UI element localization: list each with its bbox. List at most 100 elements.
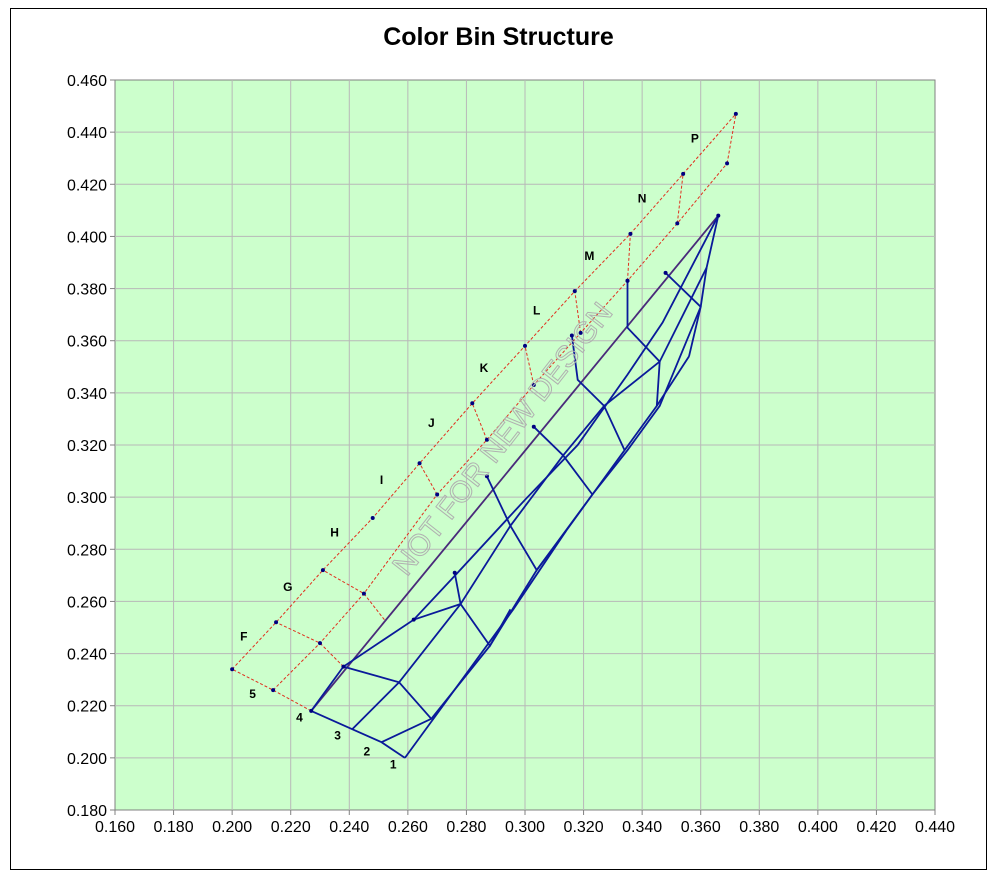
- bin-corner-point: [411, 617, 416, 622]
- bin-row-6-line: [231, 113, 737, 670]
- bin-label-2: 2: [364, 744, 371, 758]
- x-tick-label: 0.420: [856, 819, 896, 836]
- bin-column-dashed-5: [524, 345, 535, 386]
- y-tick-label: 0.280: [67, 542, 107, 559]
- x-tick-label: 0.280: [446, 819, 486, 836]
- x-tick-label: 0.200: [212, 819, 252, 836]
- bin-label-3: 3: [334, 729, 341, 743]
- bin-column-solid-2: [413, 603, 461, 621]
- bin-column-dashed-4: [471, 403, 488, 440]
- y-tick-label: 0.440: [67, 125, 107, 142]
- bin-corner-point: [361, 591, 366, 596]
- y-tick-label: 0.200: [67, 751, 107, 768]
- bin-corner-point: [452, 570, 457, 575]
- chart-title: Color Bin Structure: [383, 23, 614, 51]
- bin-corner-point: [309, 708, 314, 713]
- bin-corner-point: [531, 383, 536, 388]
- bin-label-F: F: [240, 630, 247, 644]
- bin-row-3-line: [351, 267, 708, 730]
- bin-corner-point: [675, 221, 680, 226]
- bin-column-dashed-3: [419, 463, 438, 495]
- bin-column-solid-1: [343, 665, 432, 720]
- bin-corner-point: [230, 667, 235, 672]
- bin-label-K: K: [480, 361, 489, 375]
- bin-corner-point: [716, 213, 721, 218]
- bin-column-dashed-7: [627, 233, 631, 281]
- bin-column-dashed-1: [275, 621, 344, 667]
- bin-corner-point: [341, 664, 346, 669]
- bin-label-L: L: [533, 304, 540, 318]
- x-tick-label: 0.320: [564, 819, 604, 836]
- bin-corner-point: [725, 161, 730, 166]
- bin-row-4-line: [310, 215, 720, 712]
- bin-column-solid-6: [571, 335, 626, 451]
- diagonal-line: [310, 215, 719, 712]
- bin-label-5: 5: [249, 687, 256, 701]
- bin-corner-point: [681, 171, 686, 176]
- x-tick-label: 0.340: [622, 819, 662, 836]
- bin-corner-point: [578, 330, 583, 335]
- bin-corner-point: [417, 461, 422, 466]
- bin-corner-point: [628, 231, 633, 236]
- bin-corner-point: [318, 641, 322, 646]
- y-tick-label: 0.300: [67, 490, 107, 507]
- bin-label-N: N: [638, 192, 647, 206]
- bin-column-dashed-6: [574, 291, 582, 333]
- y-tick-label: 0.340: [67, 386, 107, 403]
- bin-corner-point: [435, 492, 440, 497]
- bin-column-solid-7: [626, 280, 661, 406]
- bin-corner-point: [663, 270, 668, 275]
- bin-column-solid-5: [533, 426, 594, 496]
- bin-label-I: I: [380, 473, 383, 487]
- bin-corner-point: [271, 688, 276, 693]
- y-tick-label: 0.360: [67, 334, 107, 351]
- bin-corner-point: [572, 289, 577, 294]
- bin-corner-point: [625, 278, 630, 283]
- y-tick-label: 0.460: [67, 73, 107, 90]
- bin-label-M: M: [584, 249, 594, 263]
- bin-column-solid-0: [310, 710, 406, 759]
- y-tick-label: 0.240: [67, 647, 107, 664]
- bin-column-solid-4: [486, 475, 567, 572]
- x-tick-label: 0.260: [388, 819, 428, 836]
- bin-column-dashed-8: [676, 173, 684, 224]
- bin-column-solid-3: [453, 572, 512, 648]
- bin-corner-point: [523, 343, 527, 348]
- y-tick-label: 0.400: [67, 229, 107, 246]
- bin-corner-point: [274, 620, 279, 625]
- x-tick-label: 0.300: [505, 819, 545, 836]
- y-tick-label: 0.380: [67, 282, 107, 299]
- bin-corner-point: [370, 516, 375, 520]
- x-tick-label: 0.160: [95, 819, 135, 836]
- x-tick-label: 0.440: [915, 819, 955, 836]
- x-tick-label: 0.180: [154, 819, 194, 836]
- bin-corner-point: [531, 424, 536, 429]
- x-tick-label: 0.380: [739, 819, 779, 836]
- bin-row-5-line: [272, 163, 728, 691]
- x-tick-label: 0.240: [329, 819, 369, 836]
- bin-column-solid-9: [699, 215, 720, 307]
- bin-label-1: 1: [390, 757, 397, 771]
- bin-corner-point: [733, 111, 738, 116]
- x-tick-label: 0.360: [681, 819, 721, 836]
- bin-label-4: 4: [296, 710, 303, 724]
- bin-corner-point: [484, 474, 489, 479]
- bin-label-G: G: [283, 580, 292, 594]
- x-tick-label: 0.220: [271, 819, 311, 836]
- bin-corner-point: [470, 401, 475, 406]
- y-tick-label: 0.260: [67, 594, 107, 611]
- bin-corner-point: [320, 568, 325, 573]
- x-tick-label: 0.400: [798, 819, 838, 836]
- y-tick-label: 0.320: [67, 438, 107, 455]
- bin-label-J: J: [428, 416, 435, 430]
- y-tick-label: 0.180: [67, 803, 107, 820]
- bin-corner-point: [484, 437, 489, 442]
- bin-column-dashed-2: [322, 569, 385, 621]
- bin-label-P: P: [691, 132, 699, 146]
- bin-column-dashed-9: [726, 113, 737, 164]
- bin-label-H: H: [330, 525, 339, 539]
- bin-corner-point: [569, 333, 574, 338]
- y-tick-label: 0.220: [67, 699, 107, 716]
- y-tick-label: 0.420: [67, 177, 107, 194]
